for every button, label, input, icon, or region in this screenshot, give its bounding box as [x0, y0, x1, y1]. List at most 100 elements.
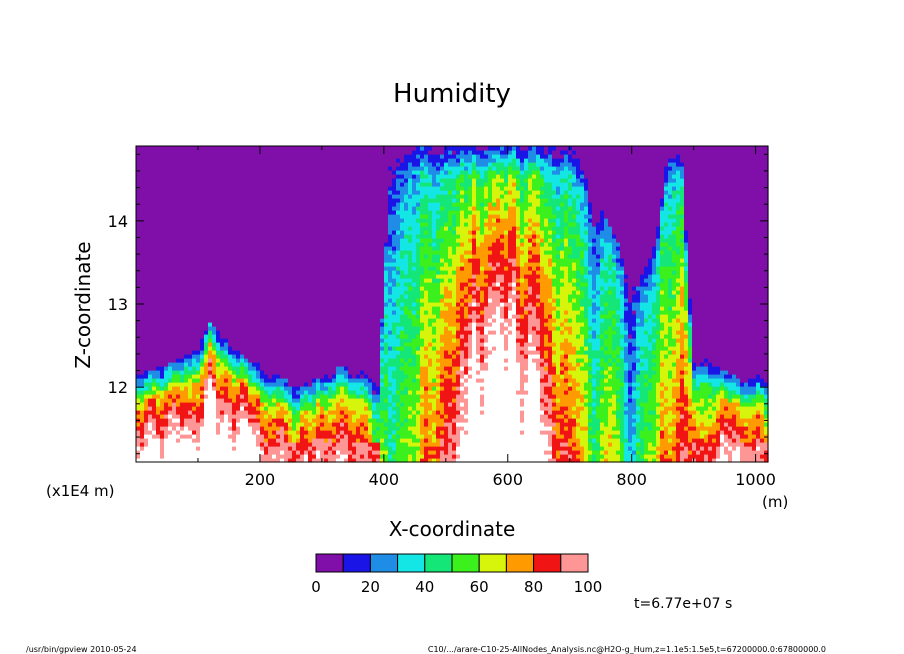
heatmap-cell — [272, 350, 277, 355]
heatmap-cell — [308, 394, 313, 399]
heatmap-cell — [320, 270, 325, 275]
heatmap-cell — [380, 242, 385, 247]
heatmap-cell — [264, 250, 269, 255]
heatmap-cell — [284, 210, 289, 215]
heatmap-cell — [344, 322, 349, 327]
heatmap-cell — [188, 174, 193, 179]
heatmap-cell — [368, 186, 373, 191]
heatmap-cell — [208, 382, 213, 387]
heatmap-cell — [168, 238, 173, 243]
heatmap-cell — [144, 390, 149, 395]
heatmap-cell — [204, 186, 209, 191]
heatmap-cell — [188, 178, 193, 183]
heatmap-cell — [340, 322, 345, 327]
heatmap-cell — [336, 178, 341, 183]
heatmap-cell — [176, 386, 181, 391]
heatmap-cell — [216, 354, 221, 359]
heatmap-cell — [280, 186, 285, 191]
heatmap-cell — [204, 354, 209, 359]
heatmap-cell — [372, 170, 377, 175]
heatmap-cell — [156, 434, 161, 439]
heatmap-cell — [280, 446, 285, 451]
heatmap-cell — [364, 230, 369, 235]
heatmap-cell — [292, 202, 297, 207]
heatmap-cell — [340, 334, 345, 339]
heatmap-cell — [252, 410, 257, 415]
heatmap-cell — [300, 286, 305, 291]
heatmap-cell — [372, 346, 377, 351]
heatmap-cell — [260, 234, 265, 239]
heatmap-cell — [340, 274, 345, 279]
heatmap-cell — [292, 182, 297, 187]
heatmap-cell — [180, 166, 185, 171]
heatmap-cell — [136, 354, 141, 359]
heatmap-cell — [156, 202, 161, 207]
heatmap-cell — [320, 226, 325, 231]
heatmap-cell — [164, 290, 169, 295]
heatmap-cell — [304, 170, 309, 175]
heatmap-cell — [252, 238, 257, 243]
heatmap-cell — [232, 162, 237, 167]
heatmap-cell — [348, 258, 353, 263]
heatmap-cell — [360, 442, 365, 447]
heatmap-cell — [216, 458, 221, 463]
heatmap-cell — [180, 294, 185, 299]
heatmap-cell — [356, 342, 361, 347]
heatmap-cell — [240, 186, 245, 191]
heatmap-cell — [308, 314, 313, 319]
heatmap-cell — [304, 338, 309, 343]
heatmap-cell — [316, 178, 321, 183]
heatmap-cell — [336, 286, 341, 291]
heatmap-cell — [280, 430, 285, 435]
heatmap-cell — [192, 422, 197, 427]
heatmap-cell — [328, 358, 333, 363]
heatmap-cell — [184, 258, 189, 263]
heatmap-cell — [324, 254, 329, 259]
heatmap-cell — [344, 202, 349, 207]
heatmap-cell — [196, 182, 201, 187]
heatmap-cell — [136, 254, 141, 259]
heatmap-cell — [228, 246, 233, 251]
heatmap-cell — [312, 298, 317, 303]
heatmap-cell — [368, 334, 373, 339]
heatmap-cell — [204, 410, 209, 415]
heatmap-cell — [204, 402, 209, 407]
heatmap-cell — [384, 226, 389, 231]
heatmap-cell — [144, 194, 149, 199]
heatmap-cell — [320, 394, 325, 399]
heatmap-cell — [292, 446, 297, 451]
heatmap-cell — [248, 426, 253, 431]
chart-title: Humidity — [393, 79, 511, 109]
heatmap-cell — [148, 202, 153, 207]
heatmap-cell — [268, 230, 273, 235]
heatmap-cell — [332, 306, 337, 311]
heatmap-cell — [332, 378, 337, 383]
heatmap-cell — [232, 326, 237, 331]
heatmap-cell — [300, 174, 305, 179]
heatmap-cell — [176, 250, 181, 255]
heatmap-cell — [200, 266, 205, 271]
heatmap-cell — [312, 174, 317, 179]
heatmap-cell — [388, 418, 393, 423]
heatmap-cell — [212, 338, 217, 343]
heatmap-cell — [280, 342, 285, 347]
heatmap-cell — [324, 194, 329, 199]
heatmap-cell — [156, 406, 161, 411]
heatmap-cell — [160, 438, 165, 443]
heatmap-cell — [204, 450, 209, 455]
heatmap-cell — [312, 370, 317, 375]
heatmap-cell — [220, 158, 225, 163]
heatmap-cell — [228, 302, 233, 307]
heatmap-cell — [300, 422, 305, 427]
heatmap-cell — [300, 242, 305, 247]
heatmap-cell — [256, 382, 261, 387]
heatmap-cell — [272, 402, 277, 407]
heatmap-cell — [136, 226, 141, 231]
heatmap-cell — [244, 426, 249, 431]
heatmap-cell — [176, 438, 181, 443]
heatmap-cell — [272, 174, 277, 179]
heatmap-cell — [240, 214, 245, 219]
heatmap-cell — [252, 286, 257, 291]
heatmap-cell — [376, 186, 381, 191]
heatmap-cell — [272, 214, 277, 219]
